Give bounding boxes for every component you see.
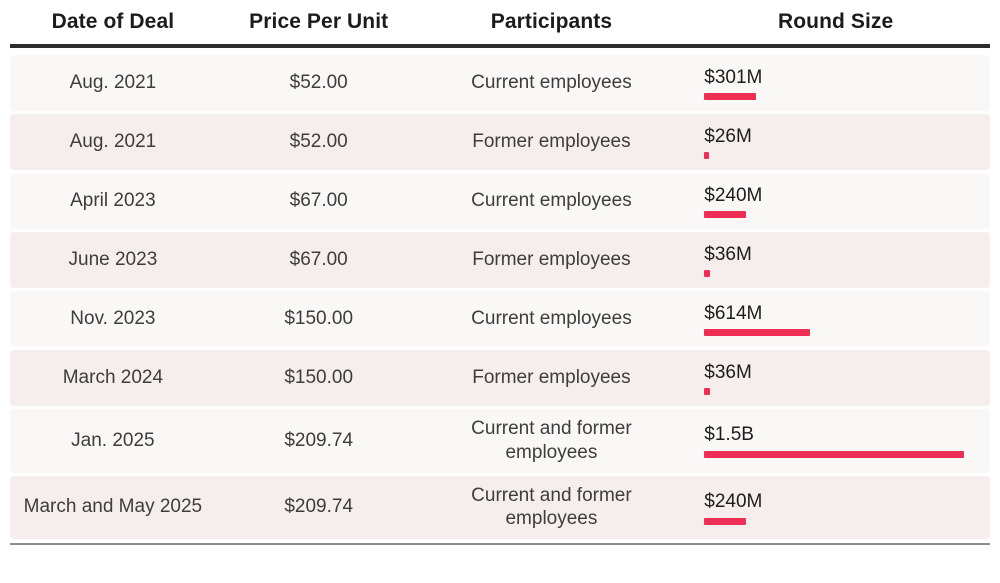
round-size-value: $240M [704, 490, 763, 512]
column-header-date-of-deal: Date of Deal [51, 10, 175, 33]
table-row: Aug. 2021 $52.00 Current employees $301M [10, 55, 990, 111]
round-size-cell: $240M [681, 176, 990, 227]
participants-cell: Former employees [472, 131, 631, 153]
round-size-bar [704, 451, 965, 459]
table-row: March and May 2025 $209.74 Current and f… [10, 475, 990, 539]
round-size-cell: $26M [681, 117, 990, 168]
date-of-deal-cell: Aug. 2021 [69, 131, 157, 153]
table-row: April 2023 $67.00 Current employees $240… [10, 173, 990, 229]
round-size-bar [704, 93, 757, 101]
participants-cell: Current and former employees [471, 418, 632, 463]
round-size-cell: $36M [681, 235, 990, 286]
round-size-value: $240M [704, 184, 763, 206]
column-header-participants: Participants [490, 10, 613, 33]
table-row: March 2024 $150.00 Former employees $36M [10, 350, 990, 406]
round-size-bar [704, 152, 710, 160]
round-size-value: $1.5B [704, 424, 754, 446]
round-size-cell: $1.5B [681, 415, 990, 466]
table-row: Jan. 2025 $209.74 Current and former emp… [10, 409, 990, 473]
round-size-cell: $240M [681, 482, 990, 533]
round-size-value: $36M [704, 243, 752, 265]
participants-cell: Former employees [472, 249, 631, 271]
date-of-deal-cell: Jan. 2025 [71, 429, 155, 451]
price-per-unit-cell: $209.74 [284, 429, 354, 451]
column-header-round-size: Round Size [777, 10, 894, 33]
price-per-unit-cell: $67.00 [289, 190, 348, 212]
round-size-value: $614M [704, 302, 763, 324]
header-rule [10, 44, 990, 48]
round-size-cell: $36M [681, 353, 990, 404]
price-per-unit-cell: $52.00 [289, 131, 348, 153]
table-header: Date of Deal Price Per Unit Participants… [10, 0, 990, 42]
price-per-unit-cell: $67.00 [289, 249, 348, 271]
price-per-unit-cell: $52.00 [289, 72, 348, 94]
round-size-value: $26M [704, 125, 752, 147]
bottom-rule [10, 543, 990, 545]
date-of-deal-cell: March 2024 [62, 367, 164, 389]
participants-cell: Current and former employees [471, 484, 632, 530]
round-size-cell: $614M [681, 294, 990, 345]
participants-cell: Current employees [471, 72, 632, 94]
round-size-bar [704, 329, 811, 337]
round-size-bar [704, 388, 711, 396]
price-per-unit-cell: $150.00 [284, 367, 354, 389]
round-size-bar [704, 270, 711, 278]
table-body: Aug. 2021 $52.00 Current employees $301M… [10, 55, 990, 539]
date-of-deal-cell: April 2023 [70, 190, 156, 212]
price-per-unit-cell: $150.00 [284, 308, 354, 330]
round-size-bar [704, 517, 747, 525]
table-row: Aug. 2021 $52.00 Former employees $26M [10, 114, 990, 170]
date-of-deal-cell: June 2023 [68, 249, 158, 271]
round-size-value: $301M [704, 66, 763, 88]
date-of-deal-cell: March and May 2025 [23, 496, 203, 518]
participants-cell: Current employees [471, 190, 632, 212]
participants-cell: Current employees [471, 308, 632, 330]
round-size-bar [704, 211, 747, 219]
participants-cell: Former employees [472, 367, 631, 389]
round-size-cell: $301M [681, 58, 990, 109]
table-row: Nov. 2023 $150.00 Current employees $614… [10, 291, 990, 347]
table-row: June 2023 $67.00 Former employees $36M [10, 232, 990, 288]
date-of-deal-cell: Nov. 2023 [70, 308, 156, 330]
price-per-unit-cell: $209.74 [284, 496, 354, 518]
column-header-price-per-unit: Price Per Unit [249, 10, 389, 33]
round-size-value: $36M [704, 361, 752, 383]
date-of-deal-cell: Aug. 2021 [69, 72, 157, 94]
